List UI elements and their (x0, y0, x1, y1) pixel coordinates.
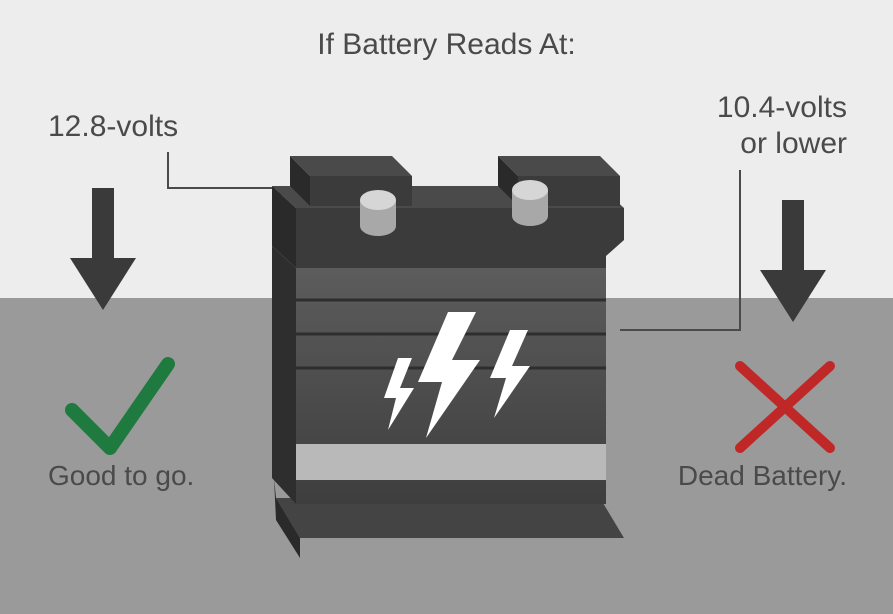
arrow-left-icon (70, 188, 136, 310)
arrow-right-icon (760, 200, 826, 322)
diagram-svg (0, 0, 893, 614)
check-icon (72, 364, 168, 448)
battery-terminal-left (360, 190, 396, 236)
callout-line-right (620, 170, 740, 330)
cross-icon (740, 366, 830, 448)
callout-line-left (168, 152, 280, 210)
battery-icon (272, 156, 624, 558)
battery-terminal-right (512, 180, 548, 226)
